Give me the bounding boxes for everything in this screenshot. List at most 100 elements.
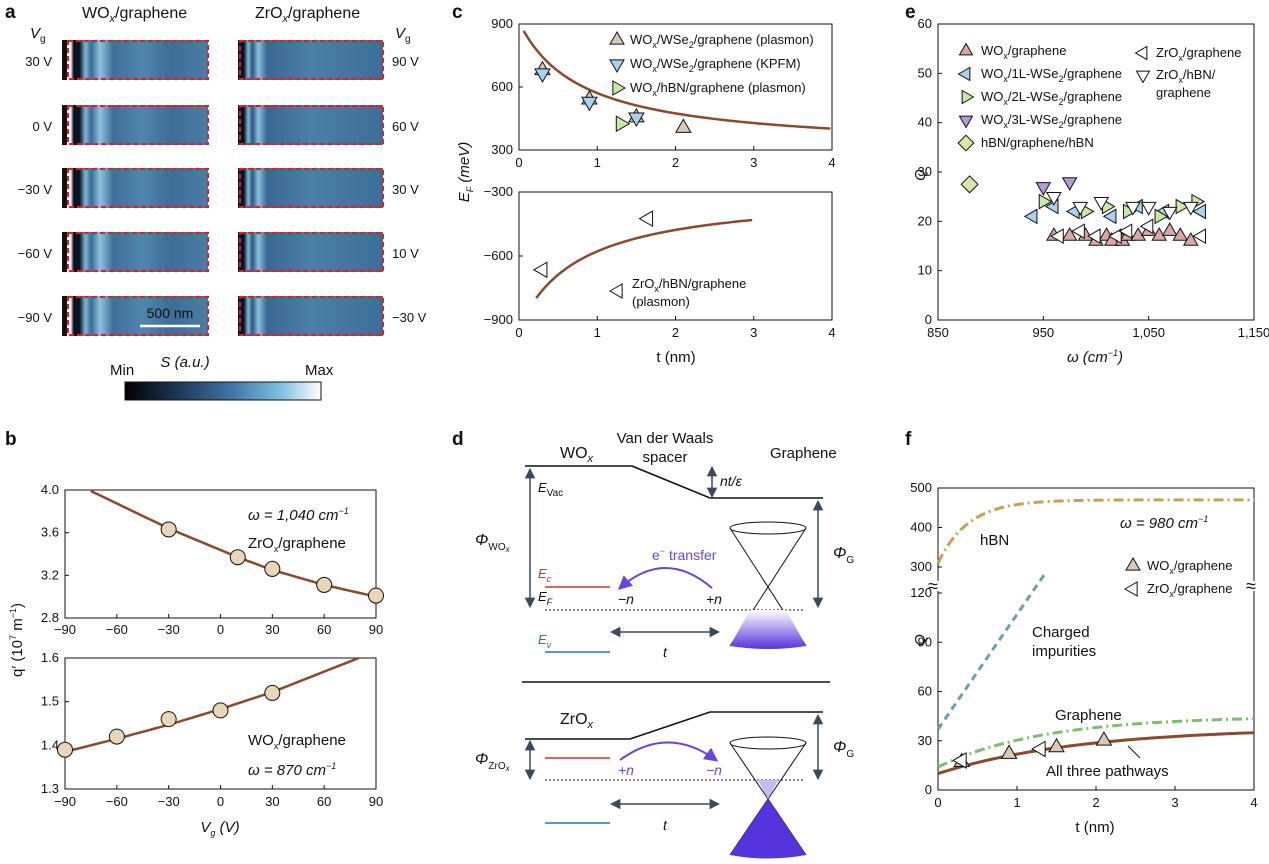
t-label: t <box>663 644 668 660</box>
legend-label: WOx/WSe2/graphene (KPFM) <box>630 56 801 74</box>
curve-label-hbn: hBN <box>980 532 1009 549</box>
x-tick-label: 0 <box>217 794 224 809</box>
y-tick-label: −900 <box>484 312 513 327</box>
data-point <box>1182 232 1199 246</box>
y-tick-label: 400 <box>910 520 932 535</box>
x-tick-label: 90 <box>369 794 383 809</box>
data-point <box>1038 193 1053 210</box>
vg-value-left: −30 V <box>18 182 53 197</box>
legend-label: ZrOx/hBN/ <box>1156 67 1216 85</box>
legend-label: WOx/graphene <box>981 43 1066 61</box>
near-field-image-wox <box>62 296 208 336</box>
colorbar <box>124 381 322 401</box>
col-title-wox: WOx/graphene <box>82 5 187 25</box>
data-point <box>1071 223 1085 240</box>
region-box <box>67 296 209 336</box>
y-tick-label: 60 <box>918 16 932 31</box>
x-tick-label: −90 <box>54 794 76 809</box>
e-transfer-label: e− transfer <box>652 546 717 563</box>
data-point <box>264 560 281 577</box>
vg-value-left: 30 V <box>25 54 52 69</box>
x-tick-label: 1,050 <box>1132 325 1165 340</box>
y-tick-label: 60 <box>918 684 932 699</box>
near-field-image-wox <box>62 232 208 272</box>
vg-value-right: −30 V <box>392 310 427 325</box>
x-tick-label: 4 <box>1250 795 1257 810</box>
axis-break-mask <box>1248 581 1260 591</box>
near-field-image-zrox <box>238 40 383 80</box>
data-point <box>1000 744 1018 759</box>
region-box <box>239 105 384 145</box>
zrox-label: ZrOx <box>560 711 594 731</box>
y-tick-label: 2.8 <box>41 610 59 625</box>
data-point <box>1061 227 1078 241</box>
omega-label: ω = 980 cm−1 <box>1120 514 1208 532</box>
scalebar-label: 500 nm <box>147 305 194 321</box>
electron-transfer-arrow-2 <box>619 741 719 762</box>
cone2-top-rim <box>729 736 807 750</box>
fit-curve <box>90 489 377 598</box>
y-tick-label: 4.0 <box>41 482 59 497</box>
data-point <box>1140 201 1157 216</box>
flake-edge <box>62 168 67 208</box>
axis-break-symbol-right: ≈ <box>1246 576 1256 596</box>
data-point <box>674 118 692 133</box>
data-point <box>581 96 598 112</box>
x-axis-label: ω (cm−1) <box>1067 348 1123 366</box>
data-point <box>1130 227 1146 241</box>
panel-f-plot: ≈ ≈0 1 2 3 4 0 30 60 90 120 300 400 500 hBN Charged impu… <box>910 480 1260 836</box>
electron-transfer-arrow <box>617 567 713 590</box>
legend-marker <box>957 134 975 152</box>
y-tick-label: 3.2 <box>41 567 59 582</box>
y-tick-label: 30 <box>918 164 932 179</box>
curve-label-graphene: Graphene <box>1055 707 1122 724</box>
curve-graphene <box>937 717 1255 769</box>
legend-marker <box>1123 581 1138 597</box>
data-point <box>1072 201 1089 216</box>
data-point <box>1118 223 1133 240</box>
flake-edge <box>62 105 67 145</box>
x-axis-label: Vg (V) <box>200 819 239 838</box>
data-point <box>1192 203 1206 220</box>
panel-c-plots: 300 600 900 0 1 2 3 4 WOx/WSe2/graphene (plasmon… <box>456 16 836 366</box>
vg-value-right: 30 V <box>392 182 419 197</box>
y-tick-label: 1.4 <box>41 737 59 752</box>
ev-label: Ev <box>538 632 552 650</box>
legend-label: WOx/1L-WSe2/graphene <box>981 66 1122 84</box>
near-field-image-grid: 30 V 90 V 0 V 60 V −30 V 30 V −60 V 10 V −90 V −3… <box>18 40 427 336</box>
x-tick-label: −60 <box>106 622 128 637</box>
y-tick-label: 90 <box>918 634 932 649</box>
spacer-label-1: Van der Waals <box>617 430 714 447</box>
data-point <box>160 521 177 538</box>
x-tick-label: 2 <box>672 325 679 340</box>
x-tick-label: 4 <box>828 155 835 170</box>
curve-impurities <box>936 573 1046 731</box>
x-tick-label: −30 <box>158 794 180 809</box>
data-point <box>615 115 631 133</box>
legend-marker <box>1134 45 1148 61</box>
x-tick-label: −30 <box>158 622 180 637</box>
data-point <box>57 741 73 758</box>
region-box <box>239 168 384 208</box>
near-field-image-wox <box>62 40 208 80</box>
data-point <box>160 711 177 728</box>
y-tick-label: 1.3 <box>41 781 59 796</box>
label-leader <box>1127 745 1141 759</box>
x-axis-label: t (nm) <box>656 349 695 366</box>
x-tick-label: −90 <box>54 622 76 637</box>
x-tick-label: 2 <box>1092 795 1099 810</box>
y-tick-label: 40 <box>918 115 932 130</box>
legend-label: WOx/2L-WSe2/graphene <box>981 89 1122 107</box>
legend-label: WOx/3L-WSe2/graphene <box>981 112 1122 130</box>
panel-label-f: f <box>905 429 912 450</box>
fit-curve-top <box>522 30 831 130</box>
vg-value-right: 90 V <box>392 54 419 69</box>
data-point <box>1161 222 1178 236</box>
phi-g-label: ΦG <box>833 545 854 566</box>
data-point <box>1050 228 1064 244</box>
panel-e-plot: 850 950 1,050 1,150 0 10 20 30 40 50 60 WOx/graphen… <box>912 16 1269 366</box>
y-axis-label: Q <box>912 169 929 181</box>
data-point <box>1093 196 1110 211</box>
legend-marker <box>1135 70 1151 84</box>
y-axis-label: EF (meV) <box>456 142 475 203</box>
